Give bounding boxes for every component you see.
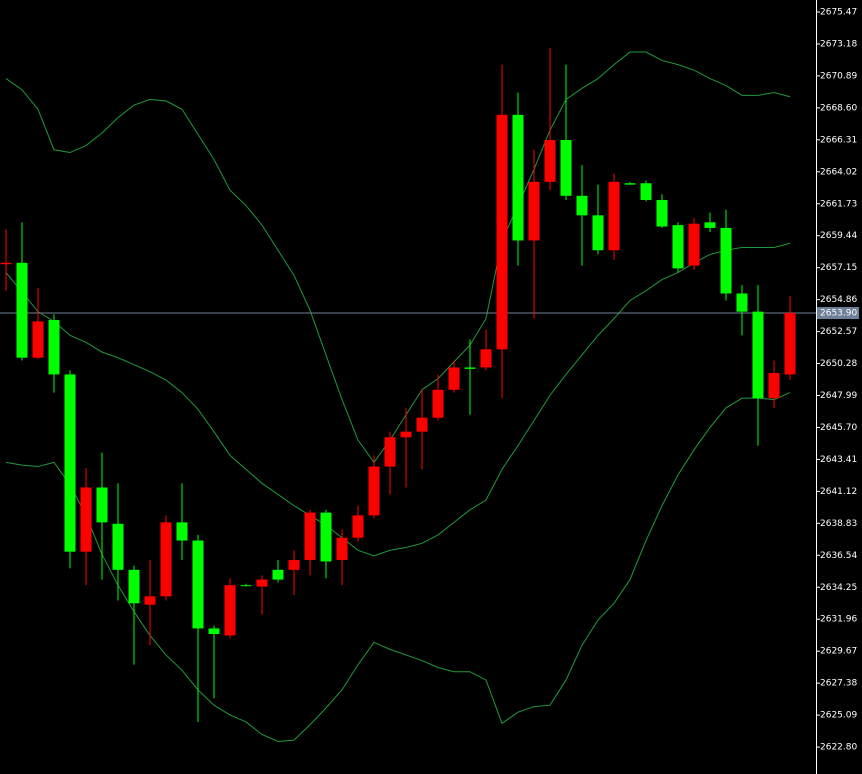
candle-body bbox=[352, 515, 364, 538]
y-tick-label: 2638.83 bbox=[820, 519, 857, 529]
y-tick-label: 2627.38 bbox=[820, 679, 857, 689]
y-tick-label: 2668.60 bbox=[820, 103, 857, 113]
candle-body bbox=[256, 579, 268, 587]
candle-body bbox=[464, 367, 476, 369]
candle-body bbox=[496, 114, 508, 350]
candle-body bbox=[208, 628, 220, 635]
candle-body bbox=[720, 227, 732, 294]
candle-body bbox=[400, 431, 412, 438]
candle-body bbox=[784, 313, 796, 375]
candle-body bbox=[336, 537, 348, 561]
y-tick-label: 2670.89 bbox=[820, 71, 857, 81]
candle-body bbox=[176, 522, 188, 541]
candle-body bbox=[752, 311, 764, 399]
band-line bbox=[5, 242, 791, 557]
candle-body bbox=[160, 522, 172, 597]
candle-body bbox=[64, 374, 76, 552]
y-tick-label: 2625.09 bbox=[820, 711, 857, 721]
candle-body bbox=[592, 215, 604, 251]
y-tick-label: 2659.44 bbox=[820, 231, 857, 241]
candle-body bbox=[16, 262, 28, 358]
band-line bbox=[5, 392, 791, 742]
y-tick-label: 2657.15 bbox=[820, 263, 857, 273]
y-tick-label: 2643.41 bbox=[820, 455, 857, 465]
candle-body bbox=[48, 320, 60, 375]
candle-body bbox=[368, 466, 380, 516]
current-price-box bbox=[817, 307, 859, 320]
candle-body bbox=[32, 321, 44, 358]
candle-body bbox=[656, 199, 668, 227]
candle-body bbox=[560, 139, 572, 196]
candle-body bbox=[80, 487, 92, 552]
candle-body bbox=[384, 437, 396, 467]
candle-body bbox=[544, 139, 556, 182]
y-tick-label: 2673.18 bbox=[820, 39, 857, 49]
candle-body bbox=[704, 222, 716, 228]
candle-body bbox=[736, 293, 748, 312]
y-tick-label: 2629.67 bbox=[820, 647, 857, 657]
candle-body bbox=[480, 349, 492, 368]
candle-body bbox=[640, 183, 652, 200]
candle-body bbox=[320, 512, 332, 562]
candle-body bbox=[576, 195, 588, 216]
candle-body bbox=[528, 181, 540, 241]
candle-body bbox=[672, 225, 684, 269]
candle-body bbox=[112, 523, 124, 570]
candle-body bbox=[240, 585, 252, 587]
candle-body bbox=[448, 367, 460, 390]
candle-body bbox=[288, 560, 300, 570]
candle-body bbox=[224, 585, 236, 636]
y-tick-label: 2652.57 bbox=[820, 327, 857, 337]
candle-body bbox=[416, 417, 428, 432]
y-tick-label: 2641.12 bbox=[820, 487, 857, 497]
y-tick-label: 2647.99 bbox=[820, 391, 857, 401]
y-tick-label: 2636.54 bbox=[820, 551, 857, 561]
y-tick-label: 2645.70 bbox=[820, 423, 857, 433]
y-tick-label: 2650.28 bbox=[820, 359, 857, 369]
y-tick-label: 2622.80 bbox=[820, 743, 857, 753]
candle-body bbox=[624, 183, 636, 185]
y-tick-label: 2661.73 bbox=[820, 199, 857, 209]
y-tick-label: 2654.86 bbox=[820, 295, 857, 305]
candle-body bbox=[272, 569, 284, 580]
candle-body bbox=[128, 569, 140, 604]
y-tick-label: 2631.96 bbox=[820, 615, 857, 625]
y-tick-label: 2666.31 bbox=[820, 135, 857, 145]
y-tick-label: 2634.25 bbox=[820, 583, 857, 593]
candle-body bbox=[432, 389, 444, 418]
candle-body bbox=[0, 262, 12, 265]
current-price-label: 2653.90 bbox=[820, 309, 857, 319]
band-line bbox=[5, 51, 791, 464]
candle-body bbox=[304, 512, 316, 561]
candle-body bbox=[768, 373, 780, 399]
candle-body bbox=[688, 223, 700, 266]
candle-body bbox=[608, 181, 620, 251]
y-tick-label: 2675.47 bbox=[820, 8, 857, 18]
candle-body bbox=[512, 114, 524, 241]
candle-body bbox=[144, 596, 156, 605]
candle-body bbox=[192, 540, 204, 629]
y-tick-label: 2664.02 bbox=[820, 167, 857, 177]
candle-body bbox=[96, 487, 108, 523]
